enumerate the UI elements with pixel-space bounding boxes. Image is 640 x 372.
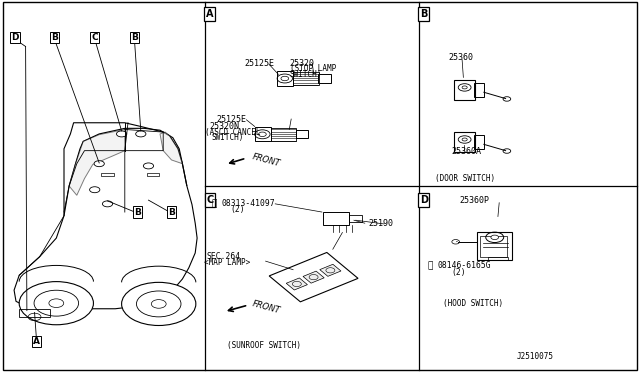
Text: B: B [134, 208, 141, 217]
Text: FRONT: FRONT [251, 153, 281, 169]
Text: B: B [420, 9, 428, 19]
Text: 25360P: 25360P [460, 196, 490, 205]
Circle shape [102, 201, 113, 207]
Polygon shape [69, 129, 125, 195]
Text: 25320N: 25320N [210, 122, 240, 131]
Text: (2): (2) [230, 205, 245, 214]
Text: (HOOD SWITCH): (HOOD SWITCH) [443, 299, 503, 308]
Text: A: A [33, 337, 40, 346]
Text: B: B [131, 33, 138, 42]
Bar [19, 309, 50, 317]
Text: Ⓢ: Ⓢ [211, 199, 216, 208]
Circle shape [491, 235, 499, 240]
Bar [277, 71, 293, 86]
Text: B: B [168, 208, 175, 217]
Text: <MAP LAMP>: <MAP LAMP> [204, 258, 250, 267]
Text: 25190: 25190 [369, 219, 394, 228]
Text: 25125E: 25125E [244, 59, 275, 68]
Circle shape [136, 131, 146, 137]
Circle shape [94, 161, 104, 167]
Text: (STOP LAMP: (STOP LAMP [290, 64, 336, 73]
Circle shape [259, 132, 266, 137]
Text: 08146-6165G: 08146-6165G [438, 262, 492, 270]
Circle shape [281, 76, 289, 81]
Circle shape [122, 282, 196, 326]
Polygon shape [320, 264, 341, 276]
Polygon shape [269, 253, 358, 302]
Bar [101, 173, 114, 176]
Polygon shape [14, 123, 197, 309]
Circle shape [34, 290, 79, 316]
Bar [296, 130, 308, 138]
Bar [271, 128, 296, 141]
Polygon shape [160, 132, 182, 164]
Circle shape [462, 138, 467, 141]
Circle shape [90, 187, 100, 193]
Circle shape [143, 163, 154, 169]
Bar [349, 215, 362, 222]
Text: FRONT: FRONT [252, 299, 282, 315]
Text: 08313-41097: 08313-41097 [221, 199, 275, 208]
Bar [480, 236, 507, 257]
Text: C: C [206, 195, 214, 205]
Text: B: B [51, 33, 58, 42]
Polygon shape [303, 271, 324, 283]
Text: (SUNROOF SWITCH): (SUNROOF SWITCH) [227, 341, 301, 350]
Circle shape [136, 291, 181, 317]
Text: D: D [11, 33, 19, 42]
Text: A: A [206, 9, 214, 19]
Text: (DOOR SWITCH): (DOOR SWITCH) [435, 174, 495, 183]
Text: 25360: 25360 [448, 53, 473, 62]
Circle shape [462, 86, 467, 89]
Text: SEC.264: SEC.264 [206, 252, 240, 261]
Bar [474, 135, 484, 149]
Text: (2): (2) [451, 268, 466, 277]
Text: 25125E: 25125E [216, 115, 246, 124]
Text: 25320: 25320 [290, 59, 315, 68]
Text: Ⓢ: Ⓢ [428, 262, 433, 270]
Circle shape [49, 299, 64, 308]
Bar [147, 173, 159, 176]
Bar [488, 257, 508, 260]
Text: C: C [92, 33, 98, 42]
Text: 25360A: 25360A [452, 147, 482, 156]
Text: SWITCH): SWITCH) [211, 133, 244, 142]
Bar [293, 72, 319, 85]
Text: J2510075: J2510075 [517, 352, 554, 361]
Text: (ASCD CANCEL: (ASCD CANCEL [205, 128, 260, 137]
Polygon shape [286, 278, 307, 290]
Circle shape [116, 131, 127, 137]
Bar [318, 74, 331, 83]
Circle shape [151, 299, 166, 308]
Bar [454, 80, 475, 100]
Text: D: D [420, 195, 428, 205]
Bar [255, 127, 271, 141]
Text: SWITCH): SWITCH) [290, 70, 323, 79]
Bar [454, 132, 475, 152]
Bar [477, 232, 512, 260]
Bar [323, 212, 349, 225]
Circle shape [19, 282, 93, 325]
Bar [474, 83, 484, 97]
